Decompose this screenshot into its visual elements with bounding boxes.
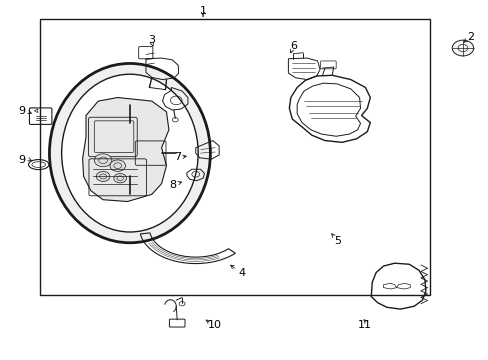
- Text: 8: 8: [169, 180, 177, 190]
- Text: 10: 10: [208, 320, 222, 330]
- Polygon shape: [82, 98, 168, 202]
- Circle shape: [96, 171, 110, 181]
- Text: 2: 2: [466, 32, 473, 41]
- Text: 4: 4: [238, 267, 245, 278]
- Text: 11: 11: [357, 320, 371, 330]
- Text: 7: 7: [173, 152, 181, 162]
- Circle shape: [451, 40, 473, 56]
- Circle shape: [94, 154, 112, 167]
- Text: 5: 5: [334, 236, 341, 246]
- Circle shape: [110, 160, 125, 171]
- Text: 9: 9: [19, 154, 26, 165]
- Bar: [40, 19, 429, 295]
- Ellipse shape: [49, 63, 210, 243]
- Text: 1: 1: [199, 6, 206, 16]
- Text: 3: 3: [148, 35, 155, 45]
- Text: 9: 9: [19, 106, 26, 116]
- Ellipse shape: [61, 74, 198, 232]
- Text: 6: 6: [289, 41, 296, 51]
- Circle shape: [114, 174, 126, 183]
